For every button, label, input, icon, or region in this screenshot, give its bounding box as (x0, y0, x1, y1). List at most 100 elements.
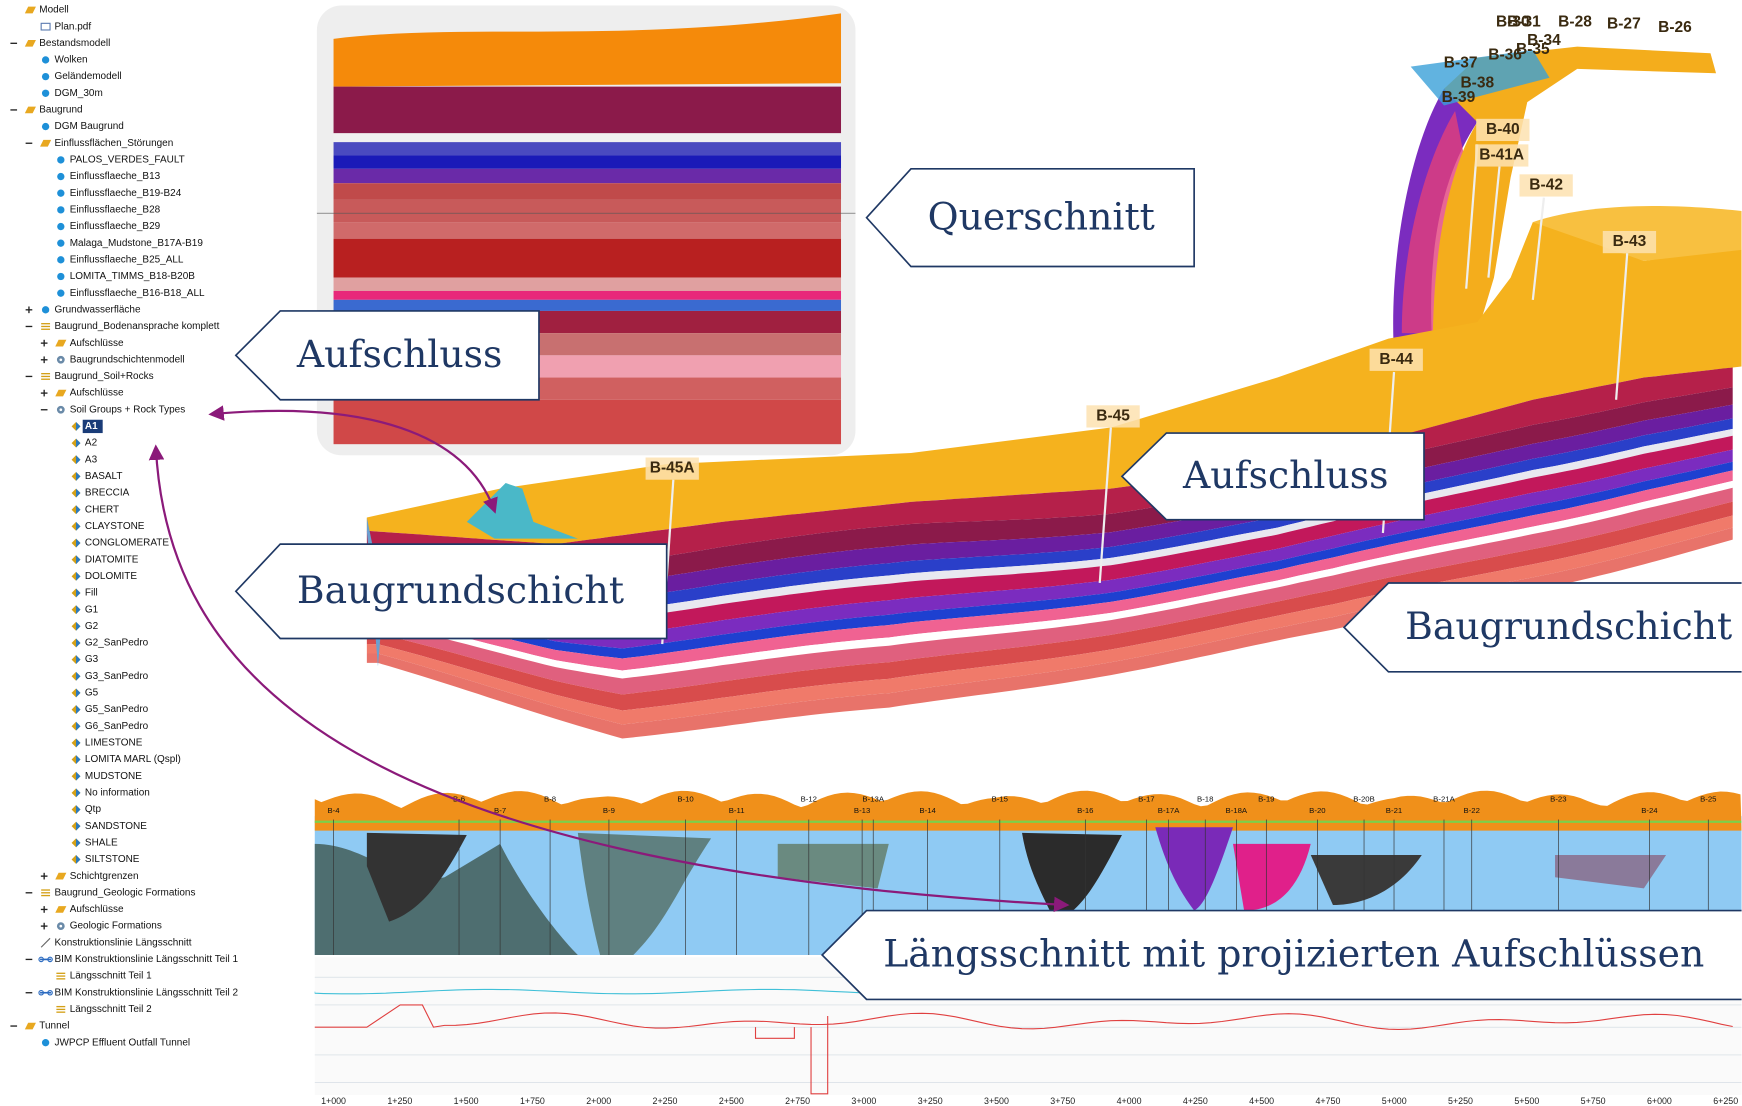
station-label[interactable]: 2+500 (719, 1096, 744, 1106)
tree-item[interactable]: Malaga_Mudstone_B17A-B19 (70, 238, 204, 249)
borehole-label[interactable]: B-26 (1658, 19, 1692, 36)
tree-item[interactable]: CONGLOMERATE (85, 538, 169, 549)
tree-item[interactable]: Längsschnitt Teil 1 (70, 971, 152, 982)
station-label[interactable]: 5+250 (1448, 1096, 1473, 1106)
profile-borehole-label[interactable]: B-9 (603, 806, 615, 815)
profile-borehole-label[interactable]: B-25 (1700, 795, 1716, 804)
tree-item[interactable]: G5_SanPedro (85, 704, 149, 715)
profile-borehole-label[interactable]: B-13A (862, 795, 884, 804)
tree-item[interactable]: Qtp (85, 804, 102, 815)
tree-item[interactable]: Modell (39, 5, 68, 16)
tree-item[interactable]: No information (85, 787, 150, 798)
tree-item[interactable]: Einflussflaeche_B13 (70, 171, 161, 182)
tree-item[interactable]: LIMESTONE (85, 738, 143, 749)
profile-borehole-label[interactable]: B-11 (729, 806, 745, 815)
profile-borehole-label[interactable]: B-21A (1433, 795, 1455, 804)
tree-item[interactable]: Einflussflaeche_B19-B24 (70, 188, 182, 199)
borehole-label[interactable]: B-45A (650, 460, 695, 477)
station-label[interactable]: 3+500 (984, 1096, 1009, 1106)
tree-item[interactable]: SHALE (85, 837, 118, 848)
tree-item[interactable]: LOMITA_TIMMS_B18-B20B (70, 271, 196, 282)
borehole-label[interactable]: B-43 (1613, 233, 1647, 250)
borehole-label[interactable]: B-28 (1558, 13, 1592, 30)
tree-item[interactable]: DOLOMITE (85, 571, 137, 582)
profile-borehole-label[interactable]: B-24 (1641, 806, 1658, 815)
tree-item[interactable]: A1 (85, 421, 98, 432)
profile-borehole-label[interactable]: B-20B (1353, 795, 1375, 804)
tree-item[interactable]: Baugrund_Bodenansprache komplett (54, 321, 219, 332)
tree-item[interactable]: Soil Groups + Rock Types (70, 404, 186, 415)
tree-item[interactable]: G1 (85, 604, 99, 615)
station-label[interactable]: 5+500 (1514, 1096, 1539, 1106)
tree-item[interactable]: Fill (85, 588, 98, 599)
station-label[interactable]: 1+250 (387, 1096, 412, 1106)
tree-item[interactable]: Baugrundschichtenmodell (70, 354, 185, 365)
profile-borehole-label[interactable]: B-13 (854, 806, 870, 815)
tree-item[interactable]: Bestandsmodell (39, 38, 110, 49)
tree-item[interactable]: SILTSTONE (85, 854, 140, 865)
tree-item[interactable]: DGM Baugrund (54, 121, 123, 132)
tree-item[interactable]: Einflussflaeche_B29 (70, 221, 161, 232)
tree-item[interactable]: MUDSTONE (85, 771, 142, 782)
tree-item[interactable]: Grundwasserfläche (54, 304, 140, 315)
tree-item[interactable]: BRECCIA (85, 488, 130, 499)
profile-borehole-label[interactable]: B-18A (1226, 806, 1248, 815)
borehole-label[interactable]: B-27 (1607, 16, 1641, 33)
tree-item[interactable]: LOMITA MARL (Qspl) (85, 754, 181, 765)
tree-item[interactable]: CHERT (85, 504, 119, 515)
tree-item[interactable]: Einflussflaeche_B16-B18_ALL (70, 288, 205, 299)
tree-item[interactable]: JWPCP Effluent Outfall Tunnel (54, 1037, 190, 1048)
station-label[interactable]: 6+250 (1713, 1096, 1738, 1106)
tree-item[interactable]: Einflussflaeche_B28 (70, 205, 161, 216)
station-label[interactable]: 5+000 (1382, 1096, 1407, 1106)
profile-borehole-label[interactable]: B-10 (677, 795, 694, 804)
station-label[interactable]: 2+750 (785, 1096, 810, 1106)
station-label[interactable]: 2+000 (586, 1096, 611, 1106)
tree-item[interactable]: PALOS_VERDES_FAULT (70, 155, 185, 166)
tree-item[interactable]: A2 (85, 438, 98, 449)
station-label[interactable]: 1+000 (321, 1096, 346, 1106)
tree-item[interactable]: Einflussflächen_Störungen (54, 138, 173, 149)
station-label[interactable]: 3+000 (851, 1096, 876, 1106)
tree-item[interactable]: Aufschlüsse (70, 388, 124, 399)
station-label[interactable]: 4+250 (1183, 1096, 1208, 1106)
tree-item[interactable]: Schichtgrenzen (70, 871, 139, 882)
station-label[interactable]: 4+750 (1315, 1096, 1340, 1106)
profile-borehole-label[interactable]: B-20 (1309, 806, 1326, 815)
profile-borehole-label[interactable]: B-12 (801, 795, 817, 804)
tree-item[interactable]: DIATOMITE (85, 554, 139, 565)
tree-item[interactable]: G3_SanPedro (85, 671, 149, 682)
tree-item[interactable]: SANDSTONE (85, 821, 147, 832)
tree-item[interactable]: G2 (85, 621, 99, 632)
station-label[interactable]: 6+000 (1647, 1096, 1672, 1106)
tree-item[interactable]: Konstruktionslinie Längsschnitt (54, 937, 191, 948)
profile-borehole-label[interactable]: B-19 (1258, 795, 1274, 804)
station-label[interactable]: 2+250 (653, 1096, 678, 1106)
borehole-label[interactable]: B-37 (1444, 54, 1478, 71)
station-label[interactable]: 4+000 (1117, 1096, 1142, 1106)
tree-item[interactable]: Einflussflaeche_B25_ALL (70, 254, 184, 265)
profile-borehole-label[interactable]: B-22 (1464, 806, 1480, 815)
tree-item[interactable]: A3 (85, 454, 98, 465)
tree-item[interactable]: BASALT (85, 471, 123, 482)
station-label[interactable]: 3+750 (1050, 1096, 1075, 1106)
station-label[interactable]: 3+250 (918, 1096, 943, 1106)
tree-item[interactable]: Wolken (54, 55, 87, 66)
profile-borehole-label[interactable]: B-15 (992, 795, 1008, 804)
borehole-label[interactable]: B-42 (1529, 177, 1563, 194)
profile-borehole-label[interactable]: B-21 (1386, 806, 1402, 815)
tree-item[interactable]: Tunnel (39, 1021, 69, 1032)
tree-item[interactable]: G6_SanPedro (85, 721, 149, 732)
borehole-label[interactable]: B-34 (1527, 32, 1561, 49)
profile-borehole-label[interactable]: B-4 (327, 806, 340, 815)
tree-item[interactable]: G2_SanPedro (85, 638, 149, 649)
tree-item[interactable]: DGM_30m (54, 88, 102, 99)
tree-item[interactable]: G3 (85, 654, 99, 665)
tree-item[interactable]: G5 (85, 688, 99, 699)
profile-borehole-label[interactable]: B-14 (919, 806, 936, 815)
tree-item[interactable]: BIM Konstruktionslinie Längsschnitt Teil… (54, 954, 238, 965)
borehole-label[interactable]: B-38 (1460, 74, 1494, 91)
borehole-label[interactable]: B-41A (1479, 147, 1524, 164)
profile-borehole-label[interactable]: B-8 (544, 795, 556, 804)
profile-borehole-label[interactable]: B-17A (1158, 806, 1180, 815)
